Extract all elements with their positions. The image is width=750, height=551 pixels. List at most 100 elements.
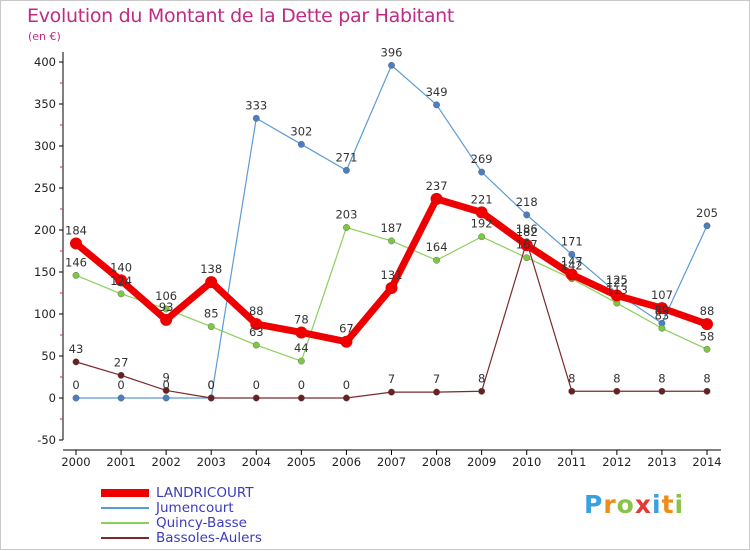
x-tick-label: 2014 [692, 455, 721, 469]
chart-title: Evolution du Montant de la Dette par Hab… [27, 5, 455, 27]
data-point [252, 341, 260, 349]
data-label: 7 [388, 372, 395, 386]
proxiti-logo: Proxiti [584, 490, 684, 519]
y-tick-label: 400 [34, 55, 56, 69]
data-point [72, 394, 80, 402]
data-label: 171 [561, 234, 583, 248]
legend-swatch [101, 522, 149, 524]
y-tick-label: 150 [34, 265, 56, 279]
x-tick-label: 2007 [377, 455, 406, 469]
data-label: 269 [471, 152, 493, 166]
data-point [343, 224, 350, 231]
data-point [565, 268, 578, 281]
data-label: 85 [204, 307, 219, 321]
data-label: 0 [162, 378, 169, 392]
data-point [117, 394, 125, 402]
data-label: 131 [381, 268, 403, 282]
logo-letter: r [603, 490, 617, 519]
logo-letter: i [652, 490, 662, 519]
data-point [252, 114, 260, 122]
x-tick-label: 2003 [197, 455, 226, 469]
data-labels: 0 0 0 0333302271396349269218171125892051461… [65, 45, 718, 392]
data-label: 140 [110, 260, 132, 274]
data-label: 205 [696, 206, 718, 220]
data-point [658, 324, 666, 332]
data-point [523, 254, 531, 262]
data-label: 0 [117, 378, 124, 392]
data-label: 8 [613, 371, 620, 385]
data-point [162, 394, 170, 402]
legend-label: Quincy-Basse [156, 515, 247, 531]
data-label: 138 [200, 262, 222, 276]
data-label: 167 [516, 238, 538, 252]
data-label: 0 [298, 378, 305, 392]
y-tick-label: 350 [34, 97, 56, 111]
data-point [343, 394, 350, 402]
data-label: 9 [162, 370, 169, 384]
legend-label: Jumencourt [156, 500, 234, 516]
data-label: 122 [606, 276, 628, 290]
data-point [297, 140, 305, 148]
data-point [388, 388, 395, 396]
y-tick-label: 0 [49, 391, 56, 405]
y-tick-label: 300 [34, 139, 56, 153]
data-label: 164 [426, 240, 448, 254]
data-point [703, 222, 711, 230]
logo-letter: t [661, 490, 675, 519]
data-point [478, 168, 486, 176]
data-point [703, 387, 711, 395]
data-label: 0 [72, 378, 79, 392]
data-label: 187 [381, 221, 403, 235]
logo-letter: o [616, 490, 635, 519]
data-point [117, 290, 125, 298]
data-point [72, 358, 80, 366]
data-label: 184 [65, 223, 87, 237]
data-point [295, 326, 308, 339]
data-label: 8 [703, 371, 710, 385]
logo-letter: x [634, 490, 652, 519]
data-point [613, 387, 621, 395]
data-point [297, 394, 305, 402]
data-point [520, 239, 533, 252]
data-point [343, 166, 350, 174]
legend-swatch [101, 489, 149, 497]
data-label: 88 [700, 304, 715, 318]
data-point [250, 318, 263, 331]
data-point [433, 256, 440, 264]
data-label: 67 [339, 322, 354, 336]
data-label: 125 [606, 273, 628, 287]
data-point [388, 61, 395, 69]
x-tick-label: 2004 [242, 455, 271, 469]
data-label: 63 [249, 325, 264, 339]
data-label: 89 [655, 303, 670, 317]
logo-letter: P [584, 490, 604, 519]
data-point [568, 387, 576, 395]
x-tick-label: 2010 [512, 455, 541, 469]
data-point [162, 305, 170, 313]
chart-unit-label: (en €) [28, 30, 61, 43]
x-tick-label: 2009 [467, 455, 496, 469]
data-label: 8 [478, 371, 485, 385]
data-label: 78 [294, 312, 309, 326]
data-point [117, 371, 125, 379]
data-label: 0 [208, 378, 215, 392]
data-label: 146 [65, 255, 87, 269]
data-label: 83 [655, 308, 670, 322]
data-point [475, 206, 488, 219]
data-point [162, 387, 170, 394]
data-label: 58 [700, 329, 715, 343]
x-tick-label: 2000 [61, 455, 90, 469]
data-label: 43 [69, 342, 84, 356]
legend-swatch [101, 507, 149, 509]
data-point [205, 276, 218, 289]
y-tick-label: 250 [34, 181, 56, 195]
data-label: 27 [114, 355, 129, 369]
data-point [207, 394, 215, 402]
data-label: 221 [471, 192, 493, 206]
data-label: 396 [381, 45, 403, 59]
data-label: 88 [249, 304, 264, 318]
data-point [568, 250, 576, 258]
data-label: 93 [159, 300, 174, 314]
